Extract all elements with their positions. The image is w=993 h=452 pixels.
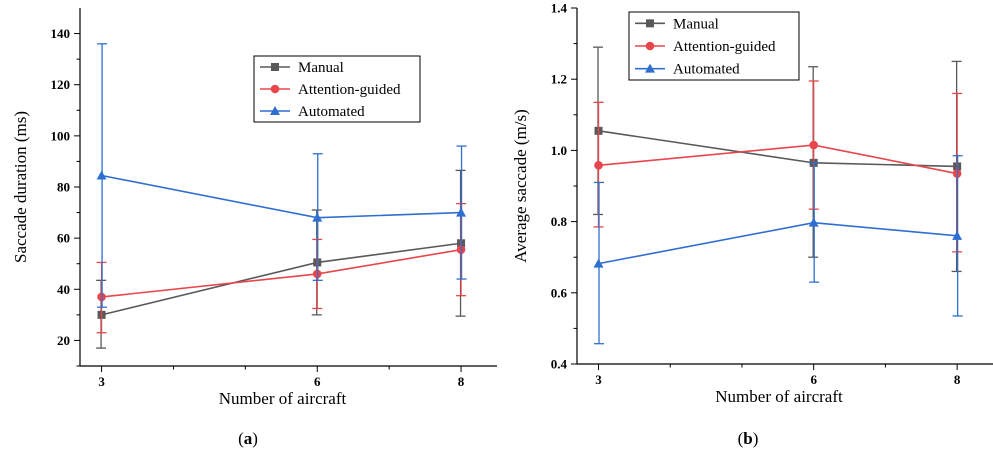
- legend-label: Automated: [673, 62, 740, 78]
- y-tick-label: 1.2: [551, 72, 567, 87]
- x-tick-label: 8: [954, 372, 961, 387]
- legend-swatch-marker: [271, 63, 279, 71]
- chart-panel-a: 20 40 60 80 100 120 140 3 6 8 Number of aircraft Sa…: [11, 8, 497, 448]
- data-point: [808, 217, 819, 227]
- series-automated: [96, 43, 467, 308]
- data-point: [809, 140, 818, 150]
- legend-swatch-marker: [645, 63, 655, 73]
- y-tick-label: 120: [51, 77, 71, 92]
- series-manual: [593, 46, 962, 273]
- legend-label: Manual: [673, 16, 719, 32]
- x-tick-label: 6: [810, 372, 817, 387]
- x-axis-title: Number of aircraft: [715, 387, 843, 406]
- legend-swatch-marker: [646, 19, 654, 28]
- y-axis-title: Saccade duration (ms): [11, 111, 30, 263]
- x-tick-label: 3: [595, 372, 602, 387]
- data-point: [594, 161, 603, 170]
- series-line: [598, 221, 958, 265]
- y-tick-label: 0.6: [551, 285, 568, 300]
- legend-swatch-marker: [270, 84, 280, 94]
- data-point: [312, 212, 323, 222]
- legend-label: Attention-guided: [298, 82, 401, 98]
- legend-label: Automated: [298, 104, 365, 120]
- y-tick-label: 140: [51, 26, 71, 41]
- data-point: [96, 170, 107, 180]
- data-point: [952, 230, 963, 240]
- x-tick-label: 6: [314, 374, 321, 389]
- y-tick-label: 60: [57, 231, 70, 246]
- chart-panel-b: 0.4 0.6 0.8 1.0 1.2 1.4 3 6 8 Number of aircraft A…: [511, 1, 993, 448]
- series-attention-guided: [96, 202, 467, 334]
- y-tick-label: 40: [57, 282, 70, 297]
- x-axis-title: Number of aircraft: [219, 389, 347, 408]
- series-line: [101, 174, 462, 219]
- series-line: [598, 144, 958, 175]
- legend: Manual Attention-guided Automated: [253, 55, 421, 123]
- panel-label: (b): [738, 429, 759, 448]
- series-manual: [96, 169, 466, 349]
- data-point: [593, 258, 604, 268]
- x-tick-label: 3: [98, 374, 105, 389]
- y-axis-title: Average saccade (m/s): [511, 109, 530, 263]
- series-line: [101, 242, 462, 316]
- legend-swatch-marker: [270, 106, 280, 115]
- legend-label: Attention-guided: [673, 39, 776, 55]
- y-tick-label: 80: [57, 180, 70, 195]
- legend-label: Manual: [298, 60, 344, 76]
- y-tick-label: 100: [51, 128, 71, 143]
- y-tick-label: 0.4: [551, 357, 568, 372]
- y-tick-label: 20: [57, 333, 70, 348]
- series-attention-guided: [593, 80, 963, 253]
- panel-label: (a): [238, 429, 258, 448]
- data-point: [456, 207, 467, 217]
- legend: Manual Attention-guided Automated: [628, 11, 800, 81]
- series-line: [101, 248, 462, 298]
- y-tick-label: 1.0: [551, 143, 567, 158]
- x-tick-label: 8: [458, 374, 465, 389]
- series-automated: [593, 155, 963, 345]
- legend-swatch-marker: [645, 41, 655, 51]
- y-tick-label: 1.4: [551, 1, 568, 16]
- y-tick-label: 0.8: [551, 214, 568, 229]
